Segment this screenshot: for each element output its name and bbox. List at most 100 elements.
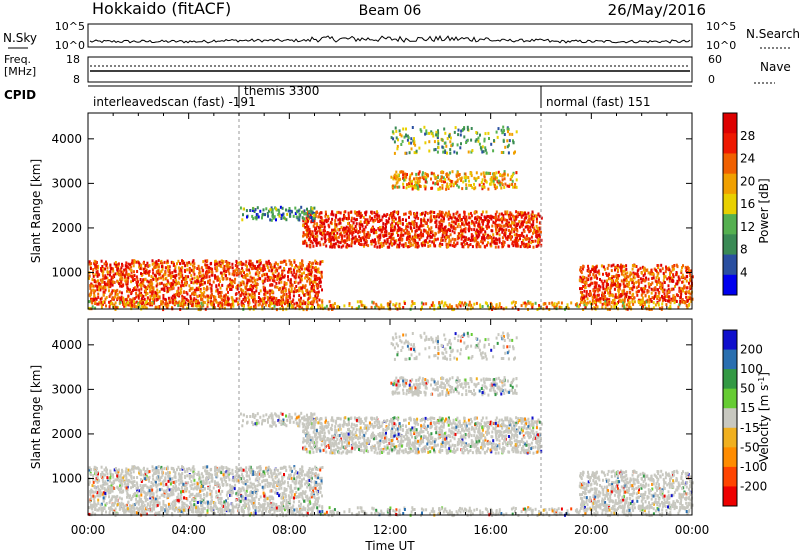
power-cell [327,217,330,221]
power-cell [444,235,446,239]
power-cell [492,182,495,186]
power-cell [640,271,643,275]
power-cell [305,275,308,278]
power-cell [289,300,292,304]
power-cell [97,302,100,306]
power-cell [365,243,368,247]
power-cell [252,217,255,221]
power-cell [398,304,401,308]
power-cell [592,288,595,292]
power-cell [294,276,297,280]
power-cell [478,244,481,248]
power-cell [684,265,687,269]
power-cell [440,179,443,183]
power-cell [254,216,257,220]
power-cell [457,133,460,137]
power-cell [495,210,498,214]
power-cell [396,231,399,235]
power-cell [206,271,209,275]
header-beam: Beam 06 [359,3,422,19]
power-cell [355,222,358,226]
power-cell [482,150,485,154]
power-cell [300,265,303,268]
power-cell [333,242,336,246]
power-cell [496,225,499,229]
power-cell [131,299,134,303]
power-cell [378,226,381,229]
power-cell [129,304,132,308]
power-cell [184,270,187,273]
power-cell [687,295,690,299]
power-cell [661,283,663,287]
power-cell [481,227,484,231]
power-cell [251,290,254,294]
power-cell [514,184,517,188]
power-cell [522,242,525,246]
power-cell [437,134,439,138]
power-cell [206,285,208,289]
power-cell [157,265,160,269]
power-cell [424,172,427,176]
power-cell [679,299,682,303]
power-cell [307,263,310,267]
power-cell [112,296,115,300]
power-cell [478,183,481,187]
power-cell [583,280,586,284]
power-cell [358,242,360,245]
power-cell [225,287,228,291]
power-cell [365,220,367,224]
power-cell [171,294,174,298]
freq-right-label: Nave [760,60,791,74]
power-cell [534,301,537,305]
power-cell [516,242,519,246]
power-cell [257,299,260,303]
power-cell [231,296,234,300]
power-cell [420,231,423,235]
power-cell [594,270,597,274]
power-cell [104,288,107,292]
power-cell [317,290,320,294]
power-cell [324,214,327,218]
power-cell [680,292,683,296]
power-cell [617,290,620,294]
power-cell [413,142,415,146]
power-cell [298,273,301,277]
power-cell [587,278,590,282]
power-cell [413,177,415,181]
power-cell [120,280,123,284]
power-cell [241,291,243,295]
power-cell [370,241,373,245]
power-cell [307,217,310,220]
power-cell [671,276,674,280]
power-cell [662,279,665,283]
power-cell [113,262,116,266]
power-cell [470,138,473,142]
power-cell [675,273,678,277]
power-cell [453,241,455,245]
power-cell [254,208,257,212]
power-cell [652,306,655,310]
power-cell [421,305,423,309]
power-cell [433,234,436,238]
power-cell [449,140,452,144]
power-cell [97,279,99,283]
power-cell [199,287,202,291]
power-cell [307,277,310,281]
power-cell [675,300,678,303]
power-cell [625,264,628,268]
freq-left-tick-top: 18 [66,53,80,66]
power-cell [469,216,472,220]
power-cell [316,211,318,214]
power-cell [463,176,466,180]
power-cell [358,235,361,239]
power-cell [657,302,660,306]
power-cell [271,211,274,215]
power-cell [341,236,344,240]
power-cell [262,281,265,285]
power-cell [409,180,412,184]
power-cell [400,238,403,242]
power-cell [255,289,258,293]
power-cell [402,173,405,177]
power-cell [470,211,472,215]
power-cell [348,302,351,306]
